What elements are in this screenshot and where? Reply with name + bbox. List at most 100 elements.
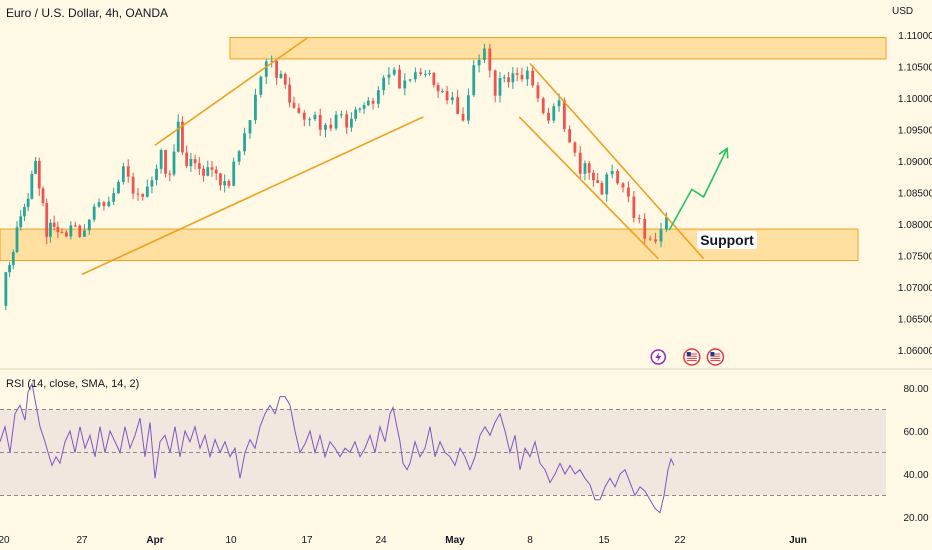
candle-body xyxy=(131,176,135,194)
rsi-line xyxy=(0,382,675,514)
candle-body xyxy=(382,77,386,91)
price-tick-label: 1.09500 xyxy=(898,126,932,137)
candle-body xyxy=(243,133,246,152)
candle-body xyxy=(102,202,106,207)
flag-canton xyxy=(686,352,691,356)
date-tick-label: 22 xyxy=(674,535,686,546)
candle-body xyxy=(181,121,184,153)
candle-body xyxy=(488,48,492,71)
candle-body xyxy=(254,94,257,121)
candle-body xyxy=(573,142,577,153)
candle-body xyxy=(45,203,49,237)
candle-body xyxy=(616,170,619,184)
candle-body xyxy=(498,78,502,96)
candle-body xyxy=(507,77,510,83)
candle-body xyxy=(297,107,301,113)
us-flag-icon xyxy=(706,348,725,366)
candle-body xyxy=(583,163,587,174)
candle-body xyxy=(334,114,338,129)
candle-body xyxy=(279,73,283,78)
candle-body xyxy=(248,120,252,134)
candle-body xyxy=(193,159,197,164)
candle-body xyxy=(292,102,296,108)
candle-body xyxy=(172,151,176,175)
candle-body xyxy=(214,169,218,174)
candle-body xyxy=(477,59,481,66)
date-tick-label: 10 xyxy=(225,535,237,546)
candle-body xyxy=(185,152,189,167)
candle-body xyxy=(30,173,34,199)
candle-body xyxy=(387,74,391,78)
candle-body xyxy=(8,265,11,273)
candle-body xyxy=(592,172,595,181)
candle-body xyxy=(398,69,401,89)
candle-body xyxy=(445,91,449,101)
projection-path xyxy=(668,148,728,231)
date-tick-label: Jun xyxy=(789,535,807,546)
candle-body xyxy=(358,108,362,110)
candle-body xyxy=(97,202,101,207)
candle-body xyxy=(4,272,8,306)
candle-body xyxy=(308,119,312,121)
candle-body xyxy=(60,232,64,234)
candle-body xyxy=(19,216,23,228)
candle-body xyxy=(136,193,140,195)
candle-body xyxy=(26,198,30,208)
candle-body xyxy=(37,160,41,189)
candle-body xyxy=(547,112,550,121)
channel-line xyxy=(154,37,308,146)
candle-body xyxy=(11,251,15,266)
date-tick-label: May xyxy=(445,535,465,546)
candle-body xyxy=(392,69,396,75)
candle-body xyxy=(562,100,566,130)
candle-body xyxy=(145,186,149,197)
rsi-title: RSI (14, close, SMA, 14, 2) xyxy=(6,378,140,390)
candle-body xyxy=(366,100,370,106)
date-tick-label: 15 xyxy=(598,535,610,546)
rsi-tick-label: 80.00 xyxy=(903,384,928,395)
date-tick-label: 24 xyxy=(375,535,387,546)
candle-body xyxy=(141,193,145,197)
date-tick-label: 17 xyxy=(301,535,313,546)
candle-body xyxy=(350,118,353,128)
candle-body xyxy=(117,181,120,194)
resistance-zone xyxy=(229,37,887,60)
candle-body xyxy=(227,181,231,186)
candle-body xyxy=(69,225,73,237)
candle-body xyxy=(461,113,465,121)
candle-body xyxy=(288,84,292,103)
date-tick-label: 27 xyxy=(76,535,88,546)
candle-body xyxy=(189,159,193,167)
candle-body xyxy=(49,222,52,237)
candle-body xyxy=(659,229,663,242)
candle-body xyxy=(339,114,343,116)
candle-body xyxy=(643,218,647,239)
candle-body xyxy=(515,73,519,75)
price-tick-label: 1.07000 xyxy=(898,283,932,294)
candle-body xyxy=(302,112,306,120)
candle-body xyxy=(219,173,222,186)
candle-body xyxy=(436,84,440,92)
candle-body xyxy=(632,196,636,218)
candle-body xyxy=(83,230,86,237)
price-tick-label: 1.10500 xyxy=(898,63,932,74)
candle-body xyxy=(318,114,322,130)
candle-body xyxy=(41,188,45,204)
us-flag-icon xyxy=(683,348,701,366)
price-tick-label: 1.06500 xyxy=(898,315,932,326)
candle-body xyxy=(150,180,154,187)
date-tick-label: Apr xyxy=(146,535,163,546)
projection-arrowhead xyxy=(718,146,729,159)
candle-body xyxy=(223,181,227,186)
candle-body xyxy=(408,79,412,81)
price-tick-label: 1.09000 xyxy=(898,157,932,168)
candle-body xyxy=(329,124,333,129)
candle-body xyxy=(520,74,524,80)
candle-body xyxy=(424,73,427,75)
candle-body xyxy=(23,207,26,217)
candle-body xyxy=(440,91,444,93)
candle-body xyxy=(159,149,163,169)
candle-body xyxy=(107,201,111,207)
candle-body xyxy=(511,73,515,83)
